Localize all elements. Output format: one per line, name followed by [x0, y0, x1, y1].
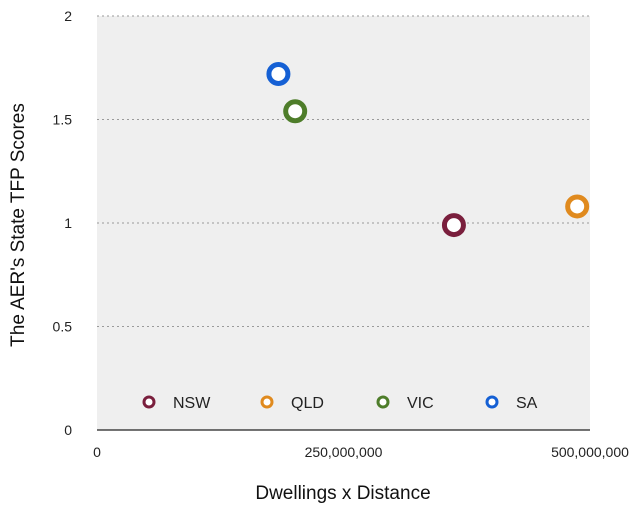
legend-label-nsw: NSW [173, 395, 211, 412]
gridlines [97, 15, 590, 327]
legend-marker-nsw [142, 395, 156, 409]
legend-marker-qld [260, 395, 274, 409]
legend-label-sa: SA [516, 395, 538, 412]
data-point-qld [565, 194, 590, 219]
y-tick-labels: 0 0.5 1 1.5 2 [53, 8, 73, 438]
legend-marker-vic [376, 395, 390, 409]
data-point-nsw [441, 213, 466, 238]
legend-label-vic: VIC [407, 395, 434, 412]
y-tick-label: 1 [64, 215, 72, 231]
legend: NSW QLD VIC SA [142, 395, 538, 412]
legend-label-qld: QLD [291, 395, 324, 412]
x-tick-labels: 0 250,000,000 500,000,000 [93, 444, 629, 460]
data-point-vic [283, 99, 308, 124]
y-tick-label: 0 [64, 422, 72, 438]
x-tick-label: 0 [93, 444, 101, 460]
data-points [266, 61, 590, 238]
x-axis-title: Dwellings x Distance [255, 483, 430, 504]
y-axis-title: The AER's State TFP Scores [8, 103, 29, 347]
x-tick-label: 500,000,000 [551, 444, 629, 460]
legend-marker-sa [485, 395, 499, 409]
x-tick-label: 250,000,000 [305, 444, 383, 460]
y-tick-label: 2 [64, 8, 72, 24]
y-tick-label: 1.5 [53, 112, 73, 128]
data-point-sa [266, 61, 291, 86]
y-tick-label: 0.5 [53, 319, 73, 335]
